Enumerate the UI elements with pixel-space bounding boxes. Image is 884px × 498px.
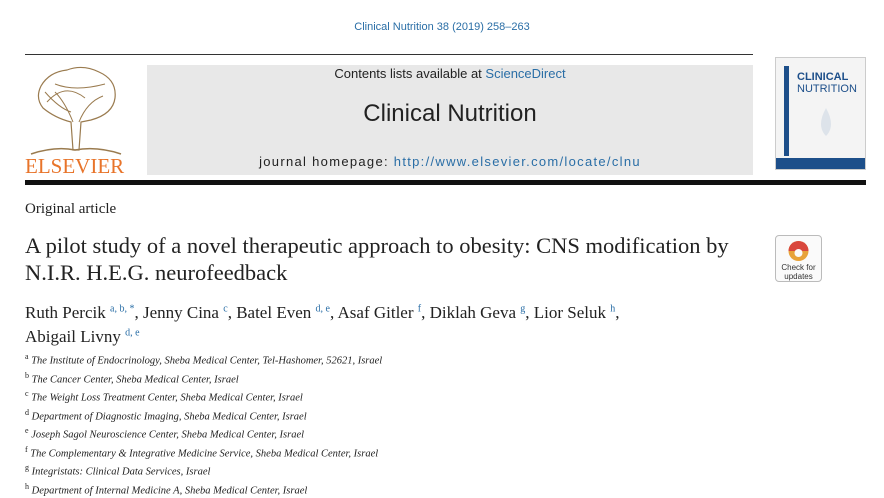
author-name: Diklah Geva bbox=[430, 303, 516, 322]
article-title: A pilot study of a novel therapeutic app… bbox=[25, 232, 745, 286]
citation: Clinical Nutrition 38 (2019) 258–263 bbox=[0, 21, 884, 33]
author-name: Jenny Cina bbox=[143, 303, 219, 322]
affiliation-text: Department of Internal Medicine A, Sheba… bbox=[32, 485, 308, 496]
author: Abigail Livny d, e bbox=[25, 327, 140, 346]
affiliation-label: h bbox=[25, 482, 29, 491]
affiliation: c The Weight Loss Treatment Center, Sheb… bbox=[25, 387, 382, 406]
author-separator: , bbox=[615, 303, 619, 322]
affiliation: f The Complementary & Integrative Medici… bbox=[25, 443, 382, 462]
author-list: Ruth Percik a, b, *, Jenny Cina c, Batel… bbox=[25, 298, 765, 347]
author-separator: , bbox=[228, 303, 232, 322]
affiliation-text: The Cancer Center, Sheba Medical Center,… bbox=[32, 374, 239, 385]
author-separator: , bbox=[525, 303, 529, 322]
affiliation-text: The Weight Loss Treatment Center, Sheba … bbox=[31, 393, 303, 404]
affiliation-text: Joseph Sagol Neuroscience Center, Sheba … bbox=[31, 430, 304, 441]
author-name: Asaf Gitler bbox=[338, 303, 414, 322]
affiliation-text: The Institute of Endocrinology, Sheba Me… bbox=[31, 356, 382, 367]
author: Batel Even d, e, bbox=[236, 303, 334, 322]
publisher-logo: ELSEVIER bbox=[25, 62, 127, 177]
author-separator: , bbox=[421, 303, 425, 322]
sciencedirect-link[interactable]: ScienceDirect bbox=[485, 66, 565, 81]
author: Jenny Cina c, bbox=[143, 303, 232, 322]
rule bbox=[25, 54, 753, 55]
publisher-name: ELSEVIER bbox=[25, 154, 124, 177]
homepage-text: journal homepage: bbox=[259, 154, 394, 169]
homepage-line: journal homepage: http://www.elsevier.co… bbox=[147, 154, 753, 169]
journal-title: Clinical Nutrition bbox=[147, 100, 753, 128]
affiliation-text: Integristats: Clinical Data Services, Is… bbox=[32, 467, 211, 478]
author: Diklah Geva g, bbox=[430, 303, 530, 322]
page: Clinical Nutrition 38 (2019) 258–263 ELS… bbox=[0, 0, 884, 471]
author: Ruth Percik a, b, *, bbox=[25, 303, 139, 322]
affiliation-label: d bbox=[25, 408, 29, 417]
author-affiliation-marks: a, b, * bbox=[110, 303, 134, 314]
author-separator: , bbox=[330, 303, 334, 322]
homepage-link[interactable]: http://www.elsevier.com/locate/clnu bbox=[394, 154, 641, 169]
affiliation-list: a The Institute of Endocrinology, Sheba … bbox=[25, 350, 382, 498]
contents-text: Contents lists available at bbox=[334, 66, 485, 81]
author: Lior Seluk h, bbox=[534, 303, 620, 322]
author-name: Abigail Livny bbox=[25, 327, 121, 346]
affiliation-label: b bbox=[25, 371, 29, 380]
affiliation-text: Department of Diagnostic Imaging, Sheba … bbox=[32, 411, 307, 422]
check-label: Check for updates bbox=[775, 263, 822, 281]
author-separator: , bbox=[134, 303, 138, 322]
article-type: Original article bbox=[25, 201, 116, 218]
author-name: Ruth Percik bbox=[25, 303, 106, 322]
affiliation-label: f bbox=[25, 445, 28, 454]
check-icon bbox=[776, 236, 821, 266]
affiliation-label: c bbox=[25, 389, 29, 398]
affiliation: b The Cancer Center, Sheba Medical Cente… bbox=[25, 369, 382, 388]
affiliation: h Department of Internal Medicine A, She… bbox=[25, 480, 382, 498]
cover-title: NUTRITION bbox=[797, 83, 857, 95]
author: Asaf Gitler f, bbox=[338, 303, 426, 322]
affiliation-text: The Complementary & Integrative Medicine… bbox=[30, 448, 378, 459]
affiliation: a The Institute of Endocrinology, Sheba … bbox=[25, 350, 382, 369]
author-name: Batel Even bbox=[236, 303, 311, 322]
author-name: Lior Seluk bbox=[534, 303, 606, 322]
author-affiliation-marks: d, e bbox=[125, 328, 139, 339]
affiliation: g Integristats: Clinical Data Services, … bbox=[25, 461, 382, 480]
rule bbox=[25, 180, 866, 185]
affiliation-label: e bbox=[25, 426, 29, 435]
affiliation-label: a bbox=[25, 352, 29, 361]
affiliation: d Department of Diagnostic Imaging, Sheb… bbox=[25, 406, 382, 425]
contents-line: Contents lists available at ScienceDirec… bbox=[147, 66, 753, 81]
affiliation: e Joseph Sagol Neuroscience Center, Sheb… bbox=[25, 424, 382, 443]
author-affiliation-marks: d, e bbox=[316, 303, 330, 314]
cover-title: CLINICAL bbox=[797, 71, 848, 83]
